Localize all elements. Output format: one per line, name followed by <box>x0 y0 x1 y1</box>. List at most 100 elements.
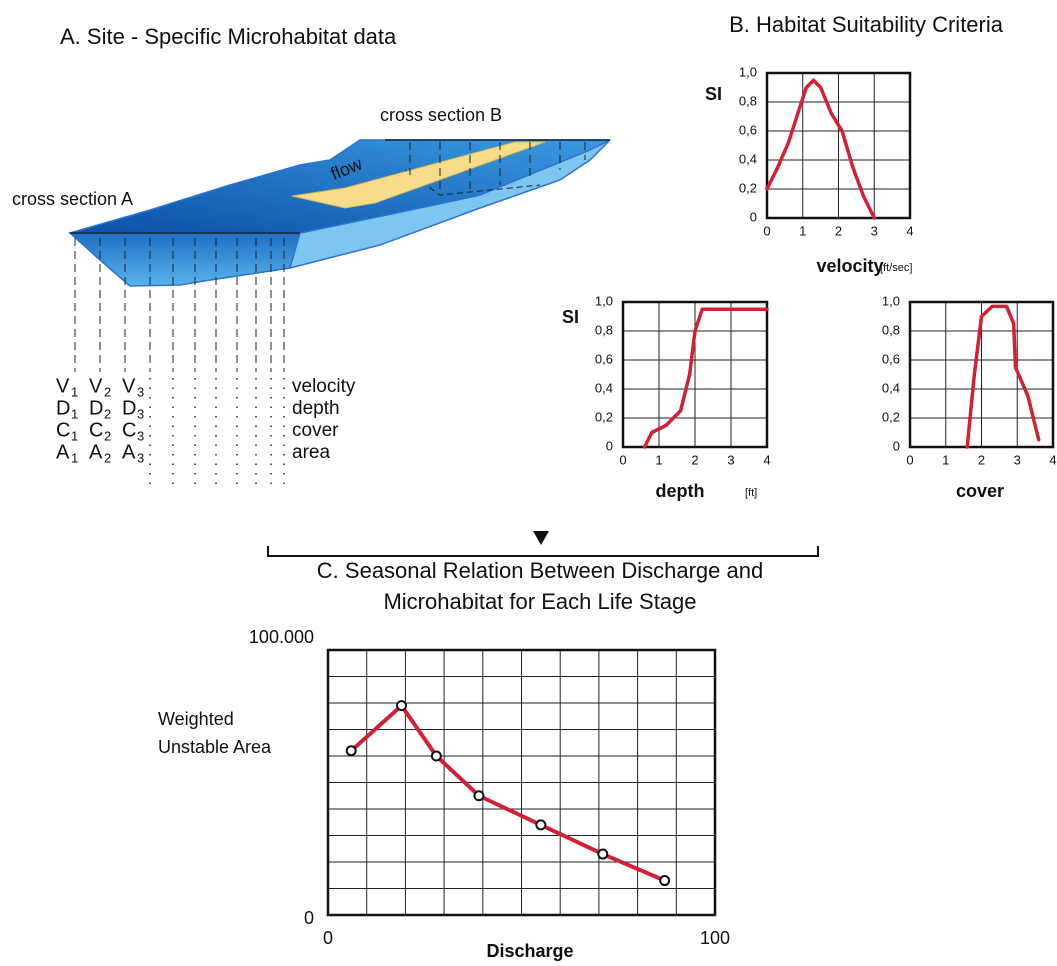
symbol: D <box>89 397 103 419</box>
row-label: velocity <box>292 376 356 397</box>
y-tick-label: 0,2 <box>739 180 757 195</box>
y-tick-label: 0,6 <box>739 122 757 137</box>
y-tick-label: 0,8 <box>882 322 900 337</box>
x-tick-label: 1 <box>799 223 806 238</box>
panel-a-title: A. Site - Specific Microhabitat data <box>60 24 397 49</box>
y-tick-label: 100.000 <box>249 627 314 647</box>
x-tick-label: 2 <box>691 452 698 467</box>
x-axis-label: depth <box>656 481 705 501</box>
symbol: V <box>122 375 136 397</box>
chart-title: Microhabitat for Each Life Stage <box>383 589 696 614</box>
subscript: 3 <box>137 384 144 399</box>
y-tick-label: 1,0 <box>882 293 900 308</box>
symbol: C <box>122 419 136 441</box>
data-point <box>597 848 609 860</box>
y-tick-label: 0,8 <box>739 93 757 108</box>
row-label: area <box>292 442 330 463</box>
subscript: 1 <box>71 428 78 443</box>
data-line <box>765 78 876 220</box>
panel-b-title: B. Habitat Suitability Criteria <box>729 12 1004 37</box>
bracket <box>267 546 819 557</box>
symbol: C <box>89 419 103 441</box>
charts: 00,20,40,60,81,00 1 2 3 4SIvelocity[ft/sec]0… <box>158 64 1057 960</box>
y-tick-label: 0 <box>750 209 757 224</box>
symbol: D <box>122 397 136 419</box>
row-label: cover <box>292 420 339 441</box>
y-tick-label: 1,0 <box>595 293 613 308</box>
subscript: 3 <box>137 450 144 465</box>
x-tick-label: 4 <box>906 223 913 238</box>
y-tick-label: 0,6 <box>882 351 900 366</box>
y-axis-label: SI <box>562 307 579 327</box>
subscript: 3 <box>137 406 144 421</box>
symbol: V <box>56 375 70 397</box>
x-tick-label: 0 <box>323 928 333 948</box>
subscript: 2 <box>104 384 111 399</box>
y-tick-label: 1,0 <box>739 64 757 79</box>
x-tick-label: 4 <box>1049 452 1056 467</box>
x-tick-label: 3 <box>727 452 734 467</box>
x-axis-label: cover <box>956 481 1004 501</box>
arrow <box>533 531 549 545</box>
cross-section-label: cross section A <box>12 189 133 209</box>
x-tick-label: 0 <box>763 223 770 238</box>
symbol: V <box>89 375 103 397</box>
x-axis-unit: [ft/sec] <box>880 262 912 274</box>
y-tick-label: 0,6 <box>595 351 613 366</box>
plot-frame <box>765 71 912 220</box>
x-axis-unit: [ft] <box>745 487 757 499</box>
symbol: A <box>56 441 70 463</box>
x-tick-label: 4 <box>763 452 770 467</box>
chart-title: C. Seasonal Relation Between Discharge a… <box>317 558 763 583</box>
data-point <box>430 750 442 762</box>
row-label: depth <box>292 398 340 419</box>
river-illustration <box>68 139 611 488</box>
x-tick-label: 100 <box>700 928 730 948</box>
x-tick-label: 3 <box>871 223 878 238</box>
data-point <box>396 700 408 712</box>
symbol: A <box>89 441 103 463</box>
x-axis-label: velocity <box>816 256 883 276</box>
y-tick-label: 0,2 <box>595 409 613 424</box>
y-tick-label: 0,4 <box>595 380 613 395</box>
plot-frame <box>326 648 717 917</box>
x-tick-label: 1 <box>942 452 949 467</box>
subscript: 3 <box>137 428 144 443</box>
subscript: 1 <box>71 406 78 421</box>
symbol: A <box>122 441 136 463</box>
x-tick-label: 2 <box>978 452 985 467</box>
data-line <box>349 703 667 883</box>
y-tick-label: 0 <box>606 438 613 453</box>
data-point <box>473 790 485 802</box>
y-axis-label: SI <box>705 84 722 104</box>
data-point <box>345 745 357 757</box>
x-tick-label: 3 <box>1014 452 1021 467</box>
subscript: 2 <box>104 406 111 421</box>
x-axis-label: Discharge <box>486 941 573 961</box>
symbol: D <box>56 397 70 419</box>
plot-frame <box>621 300 769 449</box>
x-tick-label: 1 <box>655 452 662 467</box>
x-tick-label: 0 <box>906 452 913 467</box>
y-tick-label: 0 <box>304 908 314 928</box>
data-point <box>659 875 671 887</box>
data-line <box>965 304 1041 449</box>
x-tick-label: 2 <box>835 223 842 238</box>
plot-frame <box>908 300 1055 449</box>
data-point <box>535 819 547 831</box>
x-tick-label: 0 <box>619 452 626 467</box>
y-tick-label: 0,8 <box>595 322 613 337</box>
subscript: 2 <box>104 428 111 443</box>
y-tick-label: 0 <box>893 438 900 453</box>
data-line <box>642 307 769 449</box>
cross-section-label: cross section B <box>380 105 502 125</box>
symbol: C <box>56 419 70 441</box>
subscript: 1 <box>71 384 78 399</box>
y-axis-label: Weighted <box>158 709 234 729</box>
y-tick-label: 0,4 <box>739 151 757 166</box>
y-tick-label: 0,2 <box>882 409 900 424</box>
subscript: 2 <box>104 450 111 465</box>
